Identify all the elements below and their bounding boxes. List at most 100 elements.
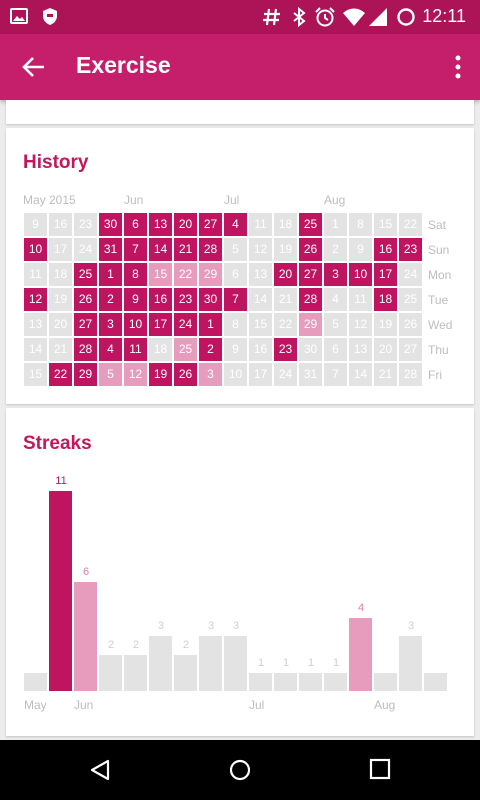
image-icon	[10, 8, 28, 24]
streak-bar	[424, 672, 447, 691]
bar-value-label: 1	[332, 656, 340, 669]
calendar-day-cell: 10	[24, 238, 47, 261]
calendar-day-cell: 28	[74, 338, 97, 361]
calendar-day-cell: 28	[199, 238, 222, 261]
home-circle-icon[interactable]	[228, 758, 252, 782]
calendar-day-cell: 23	[74, 213, 97, 236]
streak-bar	[224, 636, 247, 691]
streak-bar	[274, 672, 297, 691]
calendar-day-cell: 10	[224, 363, 247, 386]
calendar-day-cell: 14	[349, 363, 372, 386]
navigation-bar	[0, 740, 480, 800]
back-triangle-icon[interactable]	[88, 758, 112, 782]
calendar-day-cell: 1	[199, 313, 222, 336]
bar-value-label: 1	[307, 656, 315, 669]
calendar-day-cell: 18	[49, 263, 72, 286]
streak-bar	[399, 636, 422, 691]
calendar-day-cell: 18	[274, 213, 297, 236]
calendar-day-cell: 30	[99, 213, 122, 236]
arrow-back-icon[interactable]	[22, 55, 46, 79]
recents-square-icon[interactable]	[369, 758, 391, 780]
calendar-day-cell: 23	[174, 288, 197, 311]
calendar-day-cell: 3	[324, 263, 347, 286]
calendar-day-cell: 4	[324, 288, 347, 311]
calendar-day-cell: 26	[399, 313, 422, 336]
calendar-day-cell: 13	[24, 313, 47, 336]
streak-bar	[124, 654, 147, 691]
calendar-day-cell: 23	[274, 338, 297, 361]
more-vert-icon[interactable]	[454, 54, 462, 80]
calendar-day-cell: 13	[249, 263, 272, 286]
calendar-day-cell: 8	[224, 313, 247, 336]
calendar-day-cell: 9	[124, 288, 147, 311]
calendar-day-cell: 28	[399, 363, 422, 386]
bar-value-label: 2	[132, 638, 140, 651]
calendar-day-cell: 16	[249, 338, 272, 361]
calendar-day-cell: 26	[299, 238, 322, 261]
calendar-day-cell: 20	[374, 338, 397, 361]
calendar-day-cell: 10	[124, 313, 147, 336]
calendar-day-cell: 20	[174, 213, 197, 236]
weekday-label: Sun	[428, 243, 450, 257]
calendar-day-cell: 5	[99, 363, 122, 386]
calendar-day-cell: 10	[349, 263, 372, 286]
calendar-day-cell: 26	[74, 288, 97, 311]
calendar-day-cell: 11	[349, 288, 372, 311]
calendar-day-cell: 4	[99, 338, 122, 361]
hash-icon	[263, 8, 280, 26]
calendar-day-cell: 8	[124, 263, 147, 286]
calendar-day-cell: 25	[174, 338, 197, 361]
calendar-day-cell: 27	[199, 213, 222, 236]
calendar-day-cell: 9	[24, 213, 47, 236]
calendar-day-cell: 7	[324, 363, 347, 386]
sync-circle-icon	[397, 8, 415, 26]
calendar-day-cell: 7	[124, 238, 147, 261]
streak-bar	[74, 581, 97, 691]
calendar-day-cell: 3	[99, 313, 122, 336]
bar-value-label: 3	[207, 620, 215, 633]
x-tick-label: Jun	[74, 698, 94, 712]
month-label: Jul	[224, 193, 240, 207]
calendar-day-cell: 29	[299, 313, 322, 336]
month-label: Aug	[324, 193, 346, 207]
streak-bar	[349, 618, 372, 691]
bar-value-label: 3	[157, 620, 165, 633]
calendar-day-cell: 31	[299, 363, 322, 386]
calendar-day-cell: 17	[249, 363, 272, 386]
bar-value-label: 3	[232, 620, 240, 633]
streak-bar	[324, 672, 347, 691]
calendar-day-cell: 6	[324, 338, 347, 361]
streak-bar	[49, 490, 72, 691]
calendar-day-cell: 18	[374, 288, 397, 311]
calendar-day-cell: 25	[399, 288, 422, 311]
streak-bar	[199, 636, 222, 691]
bar-value-label: 6	[82, 565, 90, 578]
calendar-day-cell: 14	[249, 288, 272, 311]
shield-icon	[43, 8, 57, 25]
calendar-day-cell: 22	[274, 313, 297, 336]
calendar-day-cell: 12	[24, 288, 47, 311]
calendar-day-cell: 11	[24, 263, 47, 286]
calendar-day-cell: 22	[174, 263, 197, 286]
month-label: May 2015	[23, 193, 76, 207]
streak-bar	[374, 672, 397, 691]
calendar-day-cell: 25	[74, 263, 97, 286]
weekday-label: Thu	[428, 343, 449, 357]
calendar-day-cell: 13	[149, 213, 172, 236]
calendar-day-cell: 31	[99, 238, 122, 261]
calendar-day-cell: 21	[274, 288, 297, 311]
calendar-day-cell: 15	[374, 213, 397, 236]
signal-icon	[369, 8, 387, 26]
calendar-day-cell: 3	[199, 363, 222, 386]
previous-card	[6, 100, 474, 124]
calendar-day-cell: 15	[249, 313, 272, 336]
alarm-icon	[315, 7, 335, 27]
calendar-day-cell: 26	[174, 363, 197, 386]
calendar-day-cell: 24	[74, 238, 97, 261]
calendar-day-cell: 14	[149, 238, 172, 261]
calendar-day-cell: 15	[149, 263, 172, 286]
calendar-day-cell: 21	[49, 338, 72, 361]
bar-value-label: 1	[257, 656, 265, 669]
x-tick-label: Aug	[374, 698, 396, 712]
streaks-title: Streaks	[23, 433, 92, 454]
